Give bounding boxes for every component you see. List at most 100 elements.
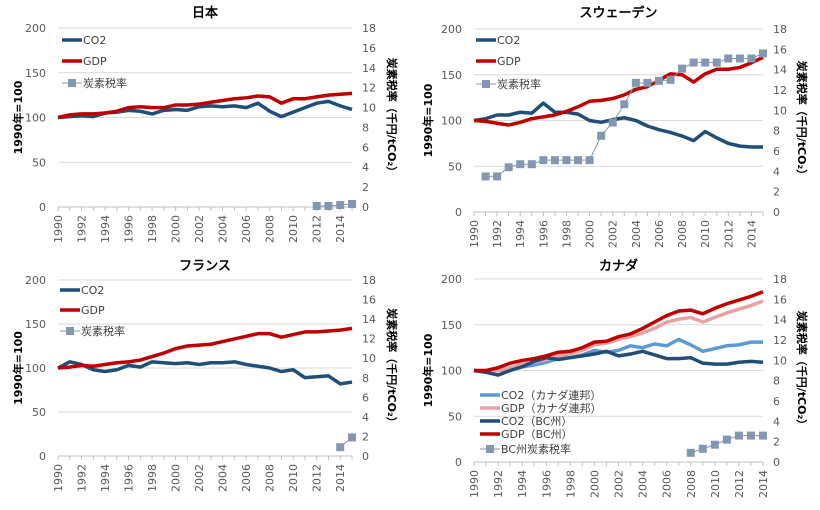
y-tick-label: 200 (441, 23, 462, 36)
x-tick-label: 2014 (334, 464, 347, 492)
series-line-gdp (473, 55, 764, 127)
y-tick-label: 150 (25, 318, 46, 331)
x-tick-label: 2012 (733, 470, 746, 498)
y2-tick-label: 4 (362, 161, 369, 174)
legend-label: GDP (81, 304, 105, 317)
chart-japan: 日本 0 50 100 150 200 0 2 4 6 8 10 12 14 16 18 1990 1992 199… (0, 0, 410, 253)
tax-rate-marker (759, 431, 767, 440)
y2-tick-label: 0 (773, 206, 780, 219)
tax-rate-marker (324, 202, 333, 211)
x-tick-label: 2012 (311, 215, 324, 243)
y2-tick-label: 2 (773, 186, 780, 199)
y-tick-label: 200 (25, 274, 46, 287)
tax-rate-marker (597, 131, 606, 140)
y-tick-label: 100 (25, 362, 46, 375)
x-tick-label: 2008 (685, 470, 698, 498)
y2-tick-label: 16 (362, 294, 376, 307)
x-tick-label: 1998 (560, 220, 573, 248)
tax-rate-marker (746, 431, 755, 440)
y-axis-label: 1990年=100 (11, 331, 25, 405)
y2-tick-label: 6 (362, 141, 369, 154)
x-tick-label: 1992 (76, 464, 89, 492)
y2-tick-label: 6 (362, 391, 369, 404)
tax-rate-marker (686, 448, 695, 457)
x-tick-label: 1990 (468, 220, 481, 248)
x-tick-label: 1992 (492, 470, 505, 498)
tax-rate-marker (574, 156, 583, 165)
y2-tick-label: 2 (773, 436, 780, 449)
y-tick-label: 100 (25, 112, 46, 125)
tax-rate-marker (643, 78, 652, 87)
legend-marker (482, 80, 490, 88)
tax-rate-marker (759, 49, 767, 58)
x-tick-label: 2000 (584, 220, 597, 248)
y2-tick-label: 0 (362, 201, 369, 214)
x-tick-label: 1994 (514, 220, 527, 248)
tax-rate-marker (712, 58, 721, 67)
tax-rate-marker (481, 172, 490, 181)
tax-rate-marker (504, 163, 513, 172)
legend-label: 炭素税率 (497, 77, 541, 91)
y-tick-label: 200 (441, 273, 462, 286)
y2-tick-label: 8 (773, 125, 780, 138)
x-tick-label: 2012 (722, 220, 735, 248)
x-tick-label: 2000 (170, 215, 183, 243)
tax-rate-marker (336, 201, 345, 210)
tax-rate-marker (654, 76, 663, 85)
x-tick-label: 2002 (193, 215, 206, 243)
y-tick-label: 0 (455, 206, 462, 219)
y2-axis-label: 炭素税率（千円/tCO₂） (385, 58, 399, 178)
tax-rate-marker (312, 202, 321, 211)
tax-rate-marker (585, 156, 594, 165)
x-tick-label: 2004 (217, 215, 230, 243)
y-tick-label: 50 (448, 160, 462, 173)
legend-label: BC州炭素税率 (501, 442, 571, 456)
y2-tick-label: 12 (773, 84, 787, 97)
y2-tick-label: 16 (362, 42, 376, 55)
y2-axis-label: 炭素税率（千円/tCO₂） (795, 61, 809, 181)
chart-canada: カナダ 0 50 100 150 200 0 2 4 6 8 10 12 14 16 18 1990 1992 19… (410, 253, 820, 506)
x-tick-label: 2004 (217, 464, 230, 492)
y2-tick-label: 18 (773, 23, 787, 36)
y2-axis-label: 炭素税率（千円/tCO₂） (385, 308, 399, 428)
chart-title: カナダ (599, 258, 638, 274)
chart-title: フランス (179, 259, 231, 274)
x-tick-label: 2010 (287, 215, 300, 243)
x-tick-label: 1990 (468, 470, 481, 498)
y-tick-label: 50 (32, 156, 46, 169)
y-tick-label: 150 (441, 69, 462, 82)
legend-label: GDP (497, 55, 521, 68)
y2-tick-label: 0 (362, 450, 369, 463)
x-tick-label: 1998 (564, 470, 577, 498)
x-tick-label: 2008 (676, 220, 689, 248)
y-tick-label: 50 (448, 410, 462, 423)
y-tick-label: 100 (441, 365, 462, 378)
tax-rate-marker (666, 75, 675, 84)
x-tick-label: 1998 (146, 464, 159, 492)
legend-label: CO2（カナダ連邦） (501, 388, 601, 402)
y2-tick-label: 8 (773, 375, 780, 388)
tax-rate-marker (631, 78, 640, 87)
x-tick-label: 1990 (52, 464, 65, 492)
x-tick-label: 2008 (264, 464, 277, 492)
x-tick-label: 2000 (588, 470, 601, 498)
y2-tick-label: 6 (773, 395, 780, 408)
y-axis-label: 1990年=100 (11, 80, 25, 154)
y2-tick-label: 10 (362, 352, 376, 365)
y2-tick-label: 10 (362, 102, 376, 115)
y2-tick-label: 4 (362, 411, 369, 424)
x-tick-label: 2006 (240, 215, 253, 243)
y-tick-label: 0 (39, 201, 46, 214)
y2-tick-label: 16 (773, 293, 787, 306)
x-tick-label: 1992 (491, 220, 504, 248)
series-line-co2 (473, 101, 763, 149)
tax-rate-marker (539, 156, 548, 165)
x-tick-label: 2014 (334, 215, 347, 243)
y2-tick-label: 18 (362, 22, 376, 35)
x-tick-label: 1994 (516, 470, 529, 498)
series-line-gdp (474, 290, 764, 373)
tax-rate-marker (550, 156, 559, 165)
